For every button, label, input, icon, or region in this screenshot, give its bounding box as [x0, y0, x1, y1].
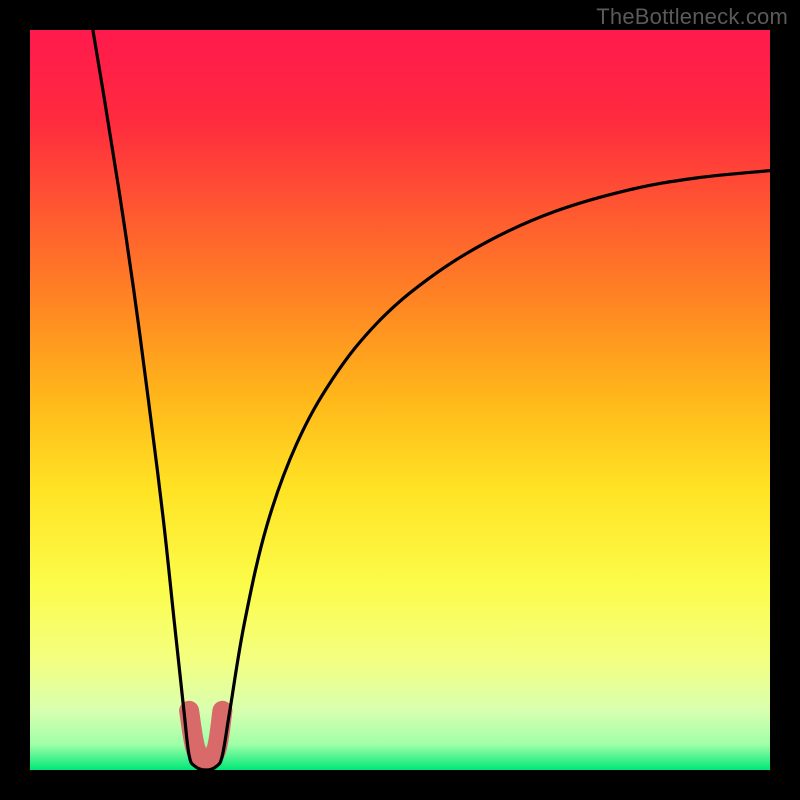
watermark-text: TheBottleneck.com — [596, 4, 788, 30]
plot-background — [30, 30, 770, 770]
figure-root: TheBottleneck.com — [0, 0, 800, 800]
bottleneck-chart — [0, 0, 800, 800]
